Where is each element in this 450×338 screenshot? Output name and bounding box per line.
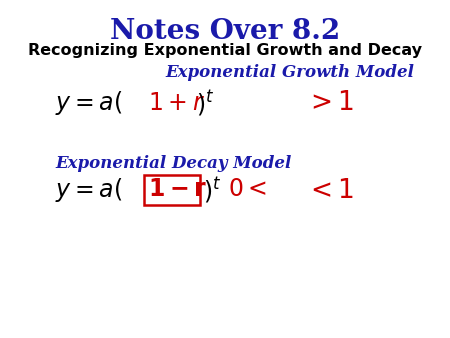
Text: $)^t$: $)^t$	[203, 175, 221, 205]
Text: Exponential Decay Model: Exponential Decay Model	[55, 155, 292, 172]
Text: $<1$: $<1$	[305, 177, 354, 202]
Text: $1+r$: $1+r$	[148, 92, 205, 115]
Text: $)^t$: $)^t$	[196, 88, 215, 118]
Text: $y = a($: $y = a($	[55, 176, 122, 204]
Text: $y = a($: $y = a($	[55, 89, 122, 117]
Text: $0<$: $0<$	[228, 178, 267, 201]
Text: Recognizing Exponential Growth and Decay: Recognizing Exponential Growth and Decay	[28, 43, 422, 58]
Text: Notes Over 8.2: Notes Over 8.2	[110, 18, 340, 45]
Text: $\mathbf{1-r}$: $\mathbf{1-r}$	[148, 178, 207, 201]
Text: Exponential Growth Model: Exponential Growth Model	[165, 64, 414, 81]
Text: $>1$: $>1$	[305, 91, 354, 116]
